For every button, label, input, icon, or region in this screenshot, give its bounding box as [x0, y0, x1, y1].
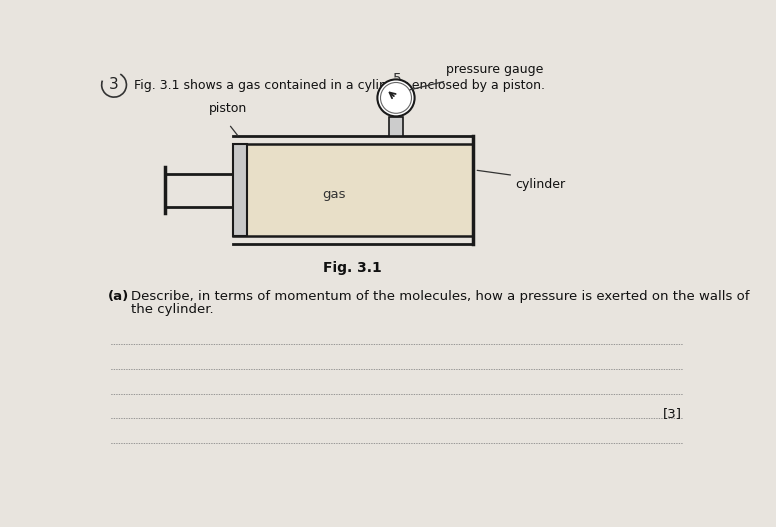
Text: the cylinder.: the cylinder.	[131, 304, 213, 317]
Text: (a): (a)	[108, 290, 129, 304]
Circle shape	[380, 83, 411, 113]
Bar	[389, 117, 403, 136]
Bar	[233, 144, 247, 237]
Bar	[233, 144, 473, 237]
Text: 3: 3	[109, 77, 119, 92]
Text: piston: piston	[210, 102, 248, 115]
Text: [3]: [3]	[663, 407, 682, 419]
Text: Fig. 3.1: Fig. 3.1	[324, 261, 382, 275]
Text: gas: gas	[322, 189, 345, 201]
Circle shape	[377, 80, 414, 116]
Text: pressure gauge: pressure gauge	[446, 63, 544, 75]
Text: Describe, in terms of momentum of the molecules, how a pressure is exerted on th: Describe, in terms of momentum of the mo…	[131, 290, 750, 304]
Text: cylinder: cylinder	[515, 178, 566, 191]
Text: Fig. 3.1 shows a gas contained in a cylinder enclosed by a piston.: Fig. 3.1 shows a gas contained in a cyli…	[134, 79, 546, 92]
Text: 5: 5	[393, 73, 402, 86]
